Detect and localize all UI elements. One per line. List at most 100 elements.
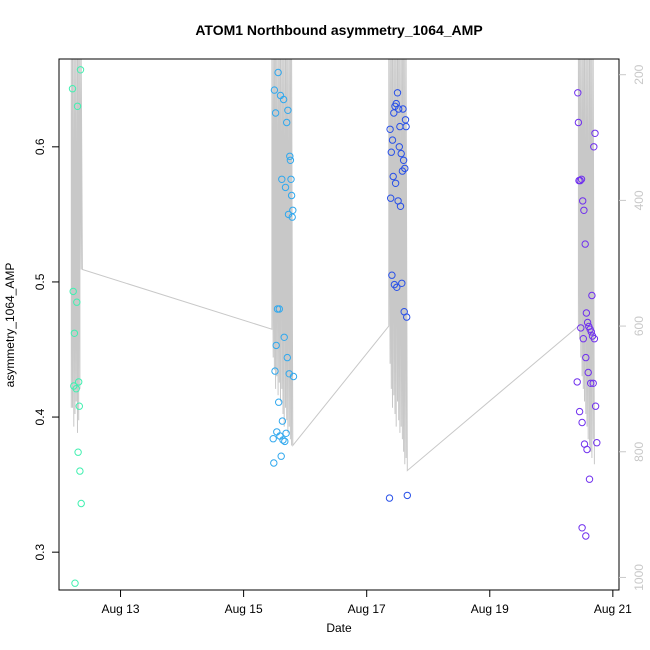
data-point: [403, 313, 411, 321]
data-point: [271, 109, 280, 117]
data-point: [399, 105, 407, 113]
data-point: [282, 429, 290, 437]
data-point: [74, 448, 82, 456]
data-point: [588, 291, 596, 300]
data-point: [587, 379, 595, 387]
data-point: [577, 324, 585, 332]
data-point: [270, 86, 279, 94]
data-point: [397, 149, 405, 158]
data-point: [278, 417, 287, 425]
data-point: [279, 95, 288, 104]
x-tick-label: Aug 21: [594, 602, 632, 616]
data-point: [573, 378, 581, 386]
y2-tick-label: 200: [632, 64, 646, 84]
data-point: [286, 152, 294, 161]
data-point: [277, 452, 285, 460]
data-point: [73, 102, 82, 111]
data-point: [399, 156, 408, 165]
data-point: [72, 385, 80, 393]
x-tick-label: Aug 17: [348, 602, 386, 616]
data-point: [574, 89, 582, 97]
data-point: [76, 66, 85, 74]
data-point: [287, 191, 296, 200]
y-tick-label: 0.3: [33, 544, 47, 561]
data-point: [584, 368, 592, 377]
data-point: [274, 68, 282, 77]
data-point: [272, 341, 280, 350]
data-point: [281, 183, 290, 192]
data-point: [393, 283, 401, 291]
x-axis: Aug 13 Aug 15 Aug 17 Aug 19 Aug 21: [102, 590, 632, 616]
data-point: [69, 287, 77, 296]
data-point: [585, 475, 594, 483]
x-tick-label: Aug 15: [225, 602, 263, 616]
data-point: [390, 109, 398, 117]
data-point: [589, 379, 597, 387]
data-point: [284, 106, 292, 115]
data-point: [574, 118, 583, 127]
chart-title: ATOM1 Northbound asymmetry_1064_AMP: [195, 22, 482, 38]
scatter-points-layer: [68, 66, 601, 587]
data-point: [577, 175, 586, 184]
data-point: [401, 116, 410, 124]
data-point: [396, 202, 405, 211]
y-tick-label: 0.5: [33, 273, 47, 290]
data-point: [581, 240, 589, 248]
y2-tick-label: 400: [632, 190, 646, 210]
data-point: [286, 156, 295, 165]
data-point: [393, 89, 402, 97]
line-series: [70, 59, 595, 472]
data-point: [579, 335, 587, 343]
data-point: [583, 445, 591, 454]
data-point: [591, 402, 600, 410]
data-point: [279, 436, 287, 444]
data-point: [389, 172, 397, 181]
data-point: [386, 125, 394, 134]
data-point: [76, 467, 84, 475]
data-point: [278, 175, 286, 184]
data-point: [287, 175, 295, 184]
data-point: [575, 407, 584, 416]
data-point: [77, 499, 85, 508]
data-point: [591, 129, 599, 138]
line-series-layer: [70, 59, 595, 472]
data-point: [73, 298, 81, 306]
data-point: [395, 143, 403, 151]
data-point: [388, 136, 397, 144]
data-point: [593, 439, 601, 447]
data-point: [401, 164, 409, 173]
data-point: [275, 305, 283, 313]
data-point: [270, 459, 278, 467]
data-point: [582, 532, 590, 540]
y-tick-label: 0.6: [33, 138, 47, 155]
y-axis-left: 0.3 0.4 0.5 0.6: [33, 138, 59, 561]
data-point: [582, 309, 591, 317]
data-point: [398, 279, 406, 287]
data-point: [281, 437, 289, 446]
x-tick-label: Aug 13: [102, 602, 140, 616]
data-point: [580, 206, 588, 215]
data-point: [391, 179, 400, 188]
data-point: [388, 271, 396, 279]
y-tick-label: 0.4: [33, 408, 47, 425]
y2-tick-label: 800: [632, 441, 646, 461]
data-point: [75, 378, 83, 386]
y2-tick-label: 1000: [632, 564, 646, 591]
data-point: [283, 118, 291, 127]
data-point: [579, 197, 587, 205]
data-point: [387, 194, 395, 202]
y-axis-right: 200 400 600 800 1000: [619, 64, 646, 591]
data-point: [71, 579, 79, 587]
data-point: [582, 353, 590, 362]
y-axis-label: asymmetry_1064_AMP: [3, 263, 17, 388]
x-tick-label: Aug 19: [471, 602, 509, 616]
data-point: [385, 494, 394, 502]
data-point: [590, 143, 598, 151]
data-point: [283, 353, 291, 362]
data-point: [403, 491, 411, 500]
data-point: [576, 176, 584, 185]
data-point: [587, 328, 595, 336]
data-point: [285, 370, 293, 378]
data-point: [70, 329, 79, 337]
